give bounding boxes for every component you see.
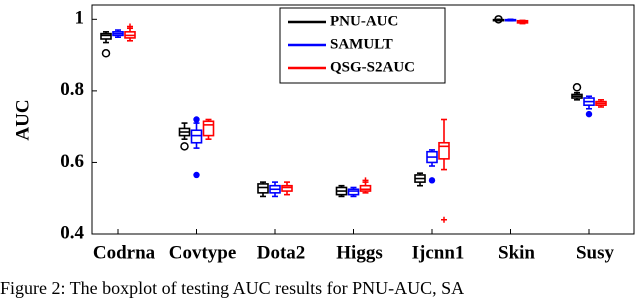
x-tick-label: Codrna [93, 242, 156, 263]
outlier [428, 177, 436, 184]
outlier [193, 116, 200, 123]
legend-label: PNU-AUC [330, 13, 398, 29]
box [359, 184, 372, 192]
outlier [127, 23, 133, 30]
y-tick-label: 0.4 [60, 222, 84, 243]
box [257, 183, 269, 194]
plot-frame [91, 4, 635, 235]
x-tick-label: Higgs [336, 242, 382, 263]
caption: Figure 2: The boxplot of testing AUC res… [0, 278, 464, 298]
legend-label: SAMULT [330, 36, 393, 52]
box [100, 32, 112, 40]
y-tick-label: 1 [75, 8, 85, 29]
box [347, 188, 360, 196]
x-tick-label: Dota2 [257, 242, 306, 263]
x-tick-label: Covtype [169, 242, 237, 263]
box [438, 141, 450, 160]
outlier [193, 171, 200, 179]
outlier [362, 177, 369, 184]
box [281, 184, 293, 192]
outlier [585, 110, 593, 118]
box [190, 129, 203, 144]
x-tick-label: Ijcnn1 [412, 242, 465, 263]
x-tick-label: Skin [498, 242, 535, 263]
outlier [572, 83, 582, 92]
outlier [101, 49, 111, 58]
x-tick-label: Susy [576, 242, 615, 263]
y-axis-label: AUC [12, 99, 33, 140]
outlier [494, 15, 503, 24]
y-tick-label: 0.8 [60, 79, 84, 100]
y-tick-label: 0.6 [60, 151, 84, 172]
outlier [180, 142, 189, 151]
legend-label: QSG-S2AUC [330, 59, 415, 75]
box [202, 120, 215, 137]
outlier [441, 216, 447, 223]
